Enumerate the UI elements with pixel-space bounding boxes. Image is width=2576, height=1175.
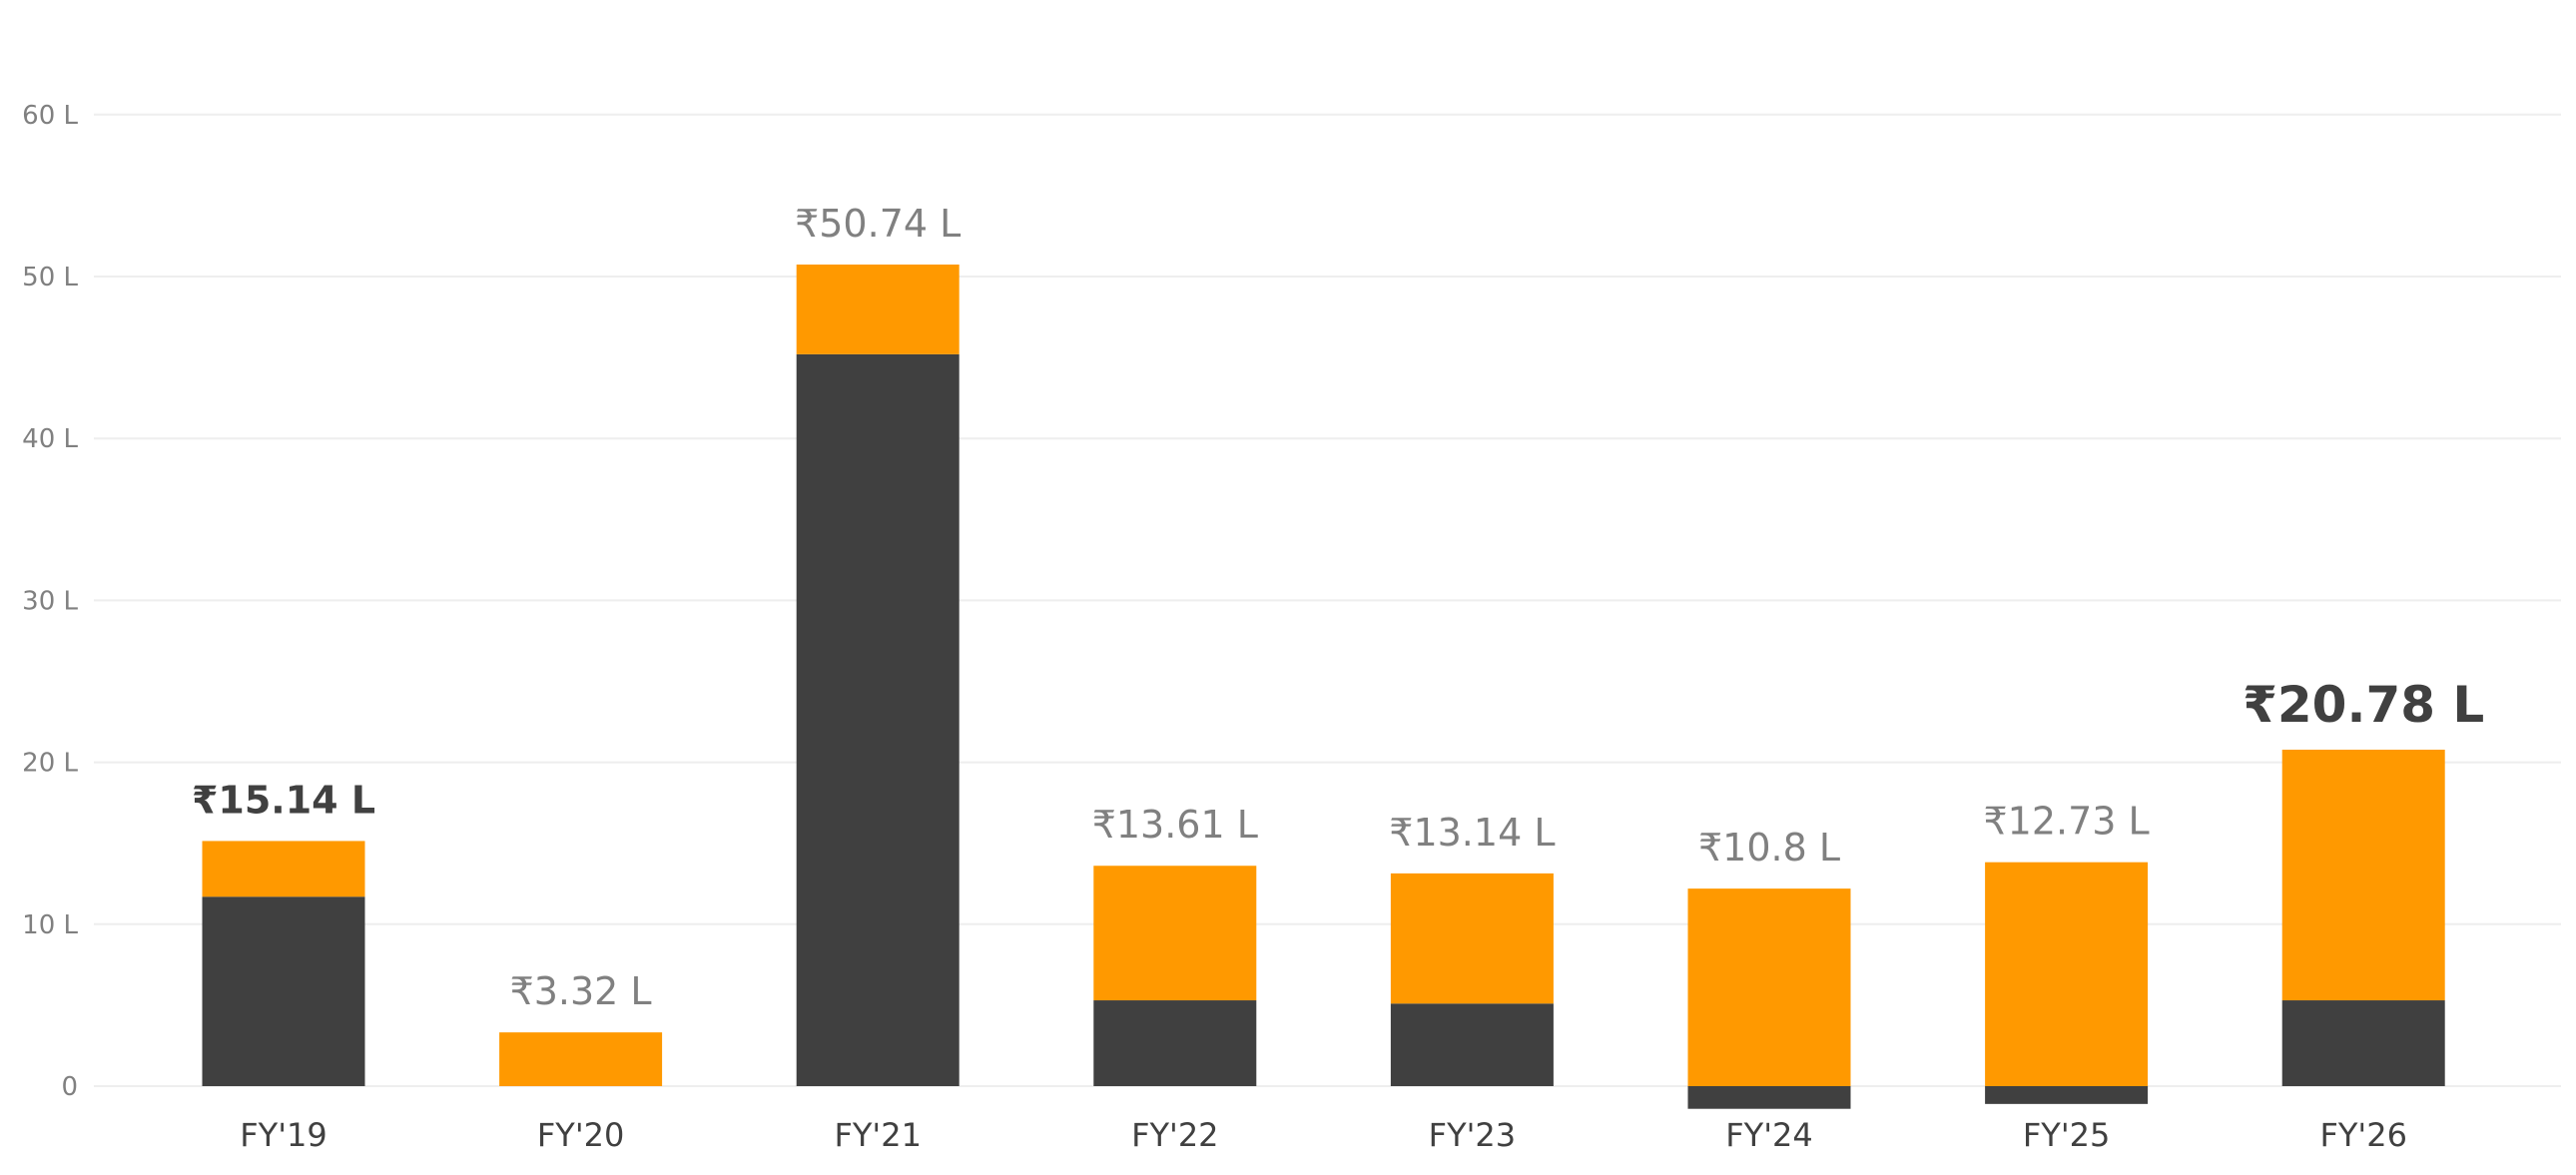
bar-total-label: ₹50.74 L [795,202,961,246]
bar-total-label: ₹15.14 L [192,778,375,822]
bar-segment-dark [1687,1086,1851,1109]
bar-segment-dark [1390,1003,1554,1086]
y-tick-label: 40 L [22,424,78,454]
y-tick-label: 20 L [22,749,78,779]
bars [202,264,2445,1109]
bar-total-label: ₹12.73 L [1983,800,2149,844]
bar-segment-dark [1985,1086,2149,1104]
bar-segment-orange [202,841,365,897]
y-axis: 0 10 L 20 L 30 L 40 L 50 L 60 L [22,101,78,1102]
x-tick-label: FY'24 [1725,1116,1812,1154]
bar-segment-orange [1093,866,1257,1001]
bar-segment-orange [2281,749,2445,1001]
grid-lines [94,113,2561,1087]
bar-segment-dark [1093,1000,1257,1086]
x-tick-label: FY'20 [537,1116,624,1154]
bar-segment-dark [2281,1000,2445,1086]
y-tick-label: 30 L [22,586,78,616]
bar-segment-orange [1985,862,2149,1086]
bar-segment-orange [1390,873,1554,1004]
x-tick-label: FY'22 [1131,1116,1218,1154]
y-tick-label: 10 L [22,910,78,940]
bar-segment-dark [202,896,365,1086]
x-axis: FY'19 FY'20 FY'21 FY'22 FY'23 FY'24 FY'25 FY'26 [240,1116,2407,1154]
bar-segment-orange [796,264,960,354]
bar-total-label: ₹20.78 L [2243,676,2484,734]
bar-total-label: ₹13.14 L [1389,811,1555,855]
bar-total-label: ₹10.8 L [1698,826,1840,870]
x-tick-label: FY'21 [834,1116,921,1154]
y-tick-label: 60 L [22,101,78,131]
x-tick-label: FY'25 [2023,1116,2110,1154]
total-labels: ₹15.14 L ₹3.32 L ₹50.74 L ₹13.61 L ₹13.14 L ₹… [192,202,2484,1013]
bar-total-label: ₹3.32 L [510,969,652,1013]
bar-total-label: ₹13.61 L [1092,803,1258,847]
bar-segment-orange [1687,888,1851,1086]
x-tick-label: FY'23 [1429,1116,1516,1154]
y-tick-label: 50 L [22,263,78,293]
y-tick-label: 0 [61,1072,78,1102]
bar-segment-orange [499,1032,663,1086]
x-tick-label: FY'19 [240,1116,326,1154]
x-tick-label: FY'26 [2319,1116,2406,1154]
bar-segment-dark [796,353,960,1087]
